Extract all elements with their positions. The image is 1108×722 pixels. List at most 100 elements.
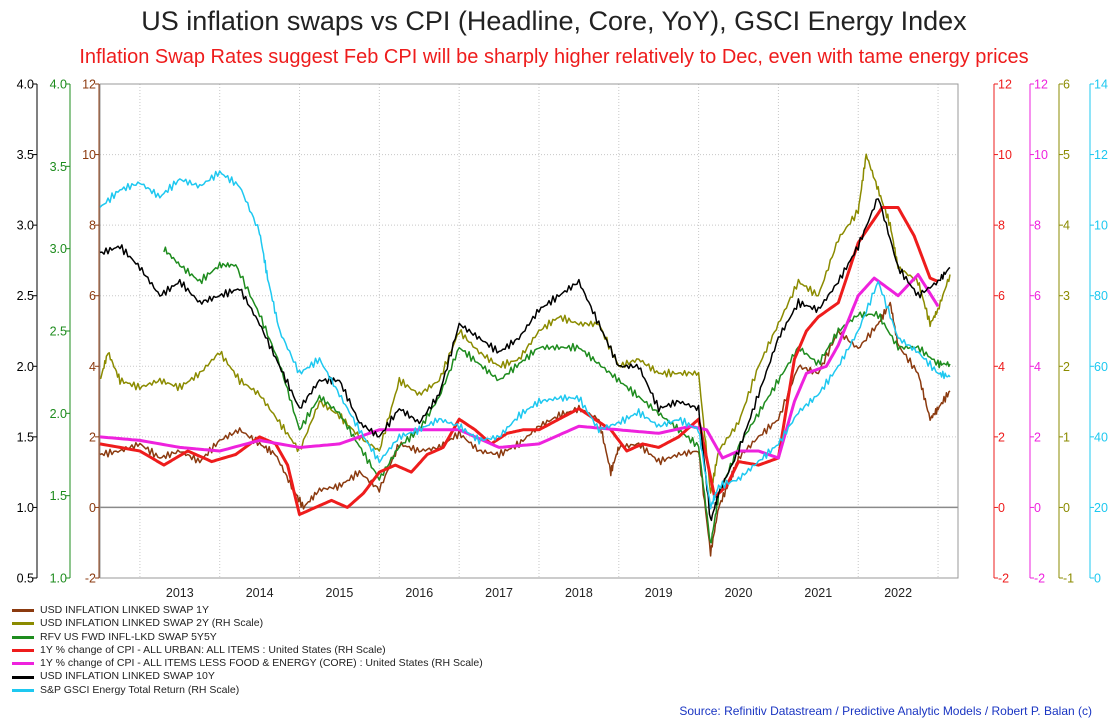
legend-label: RFV US FWD INFL-LKD SWAP 5Y5Y — [40, 630, 217, 643]
a6-tick-label: 0 — [1063, 501, 1070, 515]
a7-tick-label: 200 — [1094, 501, 1108, 515]
a2-tick-label: 2.0 — [50, 407, 67, 421]
chart-subtitle: Inflation Swap Rates suggest Feb CPI wil… — [79, 46, 1029, 68]
series-line-2 — [99, 153, 951, 494]
legend-label: USD INFLATION LINKED SWAP 1Y — [40, 604, 210, 616]
a5-tick-label: 8 — [1034, 219, 1041, 233]
a7-tick-label: 1200 — [1094, 148, 1108, 162]
a3-tick-label: -2 — [85, 572, 96, 586]
a4-tick-label: 0 — [998, 501, 1005, 515]
legend-swatch — [12, 662, 34, 666]
a1-tick-label: 3.0 — [17, 219, 34, 233]
series-line-5 — [99, 273, 940, 460]
a4-tick-label: 8 — [998, 219, 1005, 233]
legend-swatch — [12, 688, 34, 692]
a2-tick-label: 4.0 — [50, 78, 67, 92]
x-tick-label: 2018 — [565, 586, 593, 600]
a6-tick-label: 5 — [1063, 148, 1070, 162]
legend-swatch — [12, 609, 34, 613]
a2-tick-label: 2.5 — [50, 325, 67, 339]
a6-tick-label: 4 — [1063, 219, 1070, 233]
a4-tick-label: 12 — [998, 78, 1012, 92]
a7-tick-label: 600 — [1094, 360, 1108, 374]
a6-tick-label: -1 — [1063, 572, 1074, 586]
legend-swatch — [12, 622, 34, 626]
legend-item: S&P GSCI Energy Total Return (RH Scale) — [12, 684, 483, 697]
a1-tick-label: 2.0 — [17, 360, 34, 374]
a3-tick-label: 8 — [89, 219, 96, 233]
a7-tick-label: 400 — [1094, 430, 1108, 444]
a1-tick-label: 0.5 — [17, 572, 34, 586]
a5-tick-label: 4 — [1034, 360, 1041, 374]
a2-tick-label: 3.5 — [50, 160, 67, 174]
legend-swatch — [12, 649, 34, 653]
legend-label: S&P GSCI Energy Total Return (RH Scale) — [40, 683, 240, 696]
a7-tick-label: 1400 — [1094, 78, 1108, 92]
a7-tick-label: 0 — [1094, 572, 1101, 586]
series-line-6 — [99, 198, 951, 522]
a4-tick-label: 10 — [998, 148, 1012, 162]
a3-tick-label: 0 — [89, 501, 96, 515]
a6-tick-label: 2 — [1063, 360, 1070, 374]
legend-item: USD INFLATION LINKED SWAP 2Y (RH Scale) — [12, 617, 483, 630]
a5-tick-label: 6 — [1034, 289, 1041, 303]
legend-swatch — [12, 635, 34, 639]
legend-label: USD INFLATION LINKED SWAP 10Y — [40, 670, 215, 683]
a5-tick-label: 12 — [1034, 78, 1048, 92]
a6-tick-label: 1 — [1063, 430, 1070, 444]
a3-tick-label: 10 — [82, 148, 96, 162]
a4-tick-label: 4 — [998, 360, 1005, 374]
axes: 2013 2014 2015 2016 2017 2018 2019 2020 2021 2022… — [17, 78, 1108, 601]
series-lines — [99, 153, 951, 557]
a4-tick-label: -2 — [998, 572, 1009, 586]
x-tick-label: 2016 — [405, 586, 433, 600]
legend-item: 1Y % change of CPI - ALL ITEMS LESS FOOD… — [12, 657, 483, 670]
a2-tick-label: 1.5 — [50, 489, 67, 503]
a1-tick-label: 2.5 — [17, 289, 34, 303]
a5-tick-label: 10 — [1034, 148, 1048, 162]
a7-tick-label: 800 — [1094, 289, 1108, 303]
a1-tick-label: 1.5 — [17, 430, 34, 444]
a4-tick-label: 6 — [998, 289, 1005, 303]
a1-tick-label: 3.5 — [17, 148, 34, 162]
series-line-3 — [163, 246, 951, 544]
legend-label: 1Y % change of CPI - ALL ITEMS LESS FOOD… — [40, 657, 483, 670]
legend-label: 1Y % change of CPI - ALL URBAN: ALL ITEM… — [40, 643, 386, 656]
series-line-4 — [99, 206, 939, 516]
legend-swatch — [12, 675, 34, 679]
a4-tick-label: 2 — [998, 430, 1005, 444]
x-tick-label: 2019 — [645, 586, 673, 600]
legend-item: USD INFLATION LINKED SWAP 10Y — [12, 670, 483, 683]
a2-tick-label: 1.0 — [50, 572, 67, 586]
legend: USD INFLATION LINKED SWAP 1Y USD INFLATIO… — [12, 604, 483, 697]
x-tick-label: 2021 — [804, 586, 832, 600]
a3-tick-label: 6 — [89, 289, 96, 303]
x-tick-label: 2017 — [485, 586, 513, 600]
x-tick-label: 2014 — [246, 586, 274, 600]
x-tick-label: 2022 — [884, 586, 912, 600]
a3-tick-label: 12 — [82, 78, 96, 92]
legend-item: USD INFLATION LINKED SWAP 1Y — [12, 604, 483, 617]
x-tick-label: 2015 — [326, 586, 354, 600]
chart-title: US inflation swaps vs CPI (Headline, Cor… — [141, 6, 967, 36]
plot-frame — [99, 83, 959, 579]
a6-tick-label: 3 — [1063, 289, 1070, 303]
x-tick-label: 2013 — [166, 586, 194, 600]
a1-tick-label: 4.0 — [17, 78, 34, 92]
a2-tick-label: 3.0 — [50, 242, 67, 256]
legend-item: 1Y % change of CPI - ALL URBAN: ALL ITEM… — [12, 644, 483, 657]
a3-tick-label: 2 — [89, 430, 96, 444]
a1-tick-label: 1.0 — [17, 501, 34, 515]
a5-tick-label: -2 — [1034, 572, 1045, 586]
source-note: Source: Refinitiv Datastream / Predictiv… — [679, 704, 1092, 718]
legend-label: USD INFLATION LINKED SWAP 2Y (RH Scale) — [40, 617, 264, 630]
legend-item: RFV US FWD INFL-LKD SWAP 5Y5Y — [12, 631, 483, 644]
grid-lines — [99, 83, 959, 579]
a5-tick-label: 0 — [1034, 501, 1041, 515]
a3-tick-label: 4 — [89, 360, 96, 374]
a6-tick-label: 6 — [1063, 78, 1070, 92]
series-line-1 — [99, 301, 951, 557]
a7-tick-label: 1000 — [1094, 219, 1108, 233]
a5-tick-label: 2 — [1034, 430, 1041, 444]
